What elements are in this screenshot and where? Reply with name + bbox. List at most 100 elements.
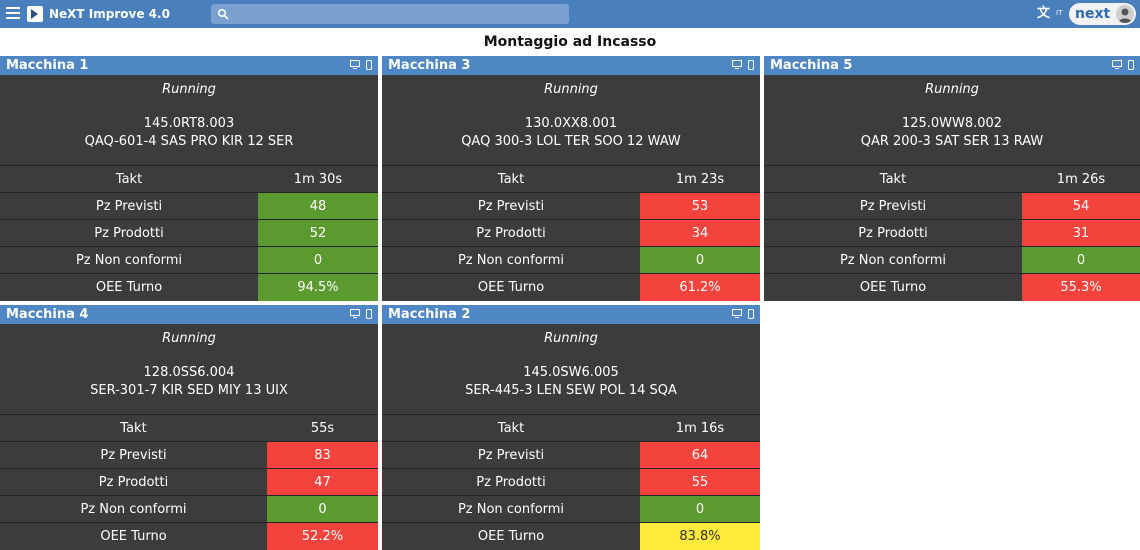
machine-code: 145.0SW6.005 — [523, 365, 619, 380]
search-icon — [217, 8, 229, 20]
monitor-icon[interactable] — [350, 309, 360, 318]
metric-label: OEE Turno — [95, 280, 163, 295]
metric-row: Takt 1m 30s — [0, 165, 378, 193]
metric-row: Pz Prodotti 52 — [0, 219, 378, 247]
search-input[interactable] — [211, 4, 569, 24]
metric-row: Takt 1m 23s — [382, 165, 760, 193]
menu-icon[interactable] — [6, 7, 20, 21]
metric-label: Pz Prodotti — [476, 226, 546, 241]
product-description: SER-301-7 KIR SED MIY 13 UIX — [90, 383, 288, 398]
machine-panel: Macchina 2 Running 145.0SW6.005 SER-445-3 L… — [382, 305, 760, 550]
metric-value: 55 — [640, 469, 760, 496]
metric-row: Pz Non conformi 0 — [382, 495, 760, 523]
metric-value: 47 — [267, 469, 378, 496]
machine-panel: Macchina 3 Running 130.0XX8.001 QAQ 300-3 L… — [382, 56, 760, 301]
metric-label: Pz Previsti — [100, 448, 167, 463]
metric-row: OEE Turno 61.2% — [382, 273, 760, 301]
product-description: QAQ-601-4 SAS PRO KIR 12 SER — [84, 134, 294, 149]
metric-value: 52 — [258, 220, 378, 247]
machine-panel: Macchina 1 Running 145.0RT8.003 QAQ-601-4 S… — [0, 56, 378, 301]
metric-value: 31 — [1022, 220, 1140, 247]
machine-product-info: 145.0RT8.003 QAQ-601-4 SAS PRO KIR 12 SER — [0, 105, 378, 163]
machine-code: 130.0XX8.001 — [524, 116, 618, 131]
metric-row: Takt 1m 26s — [764, 165, 1140, 193]
app-title: NeXT Improve 4.0 — [49, 7, 170, 21]
metric-label: Pz Previsti — [95, 199, 163, 214]
metric-row: OEE Turno 94.5% — [0, 273, 378, 301]
metric-value: 48 — [258, 193, 378, 220]
machine-name: Macchina 2 — [388, 307, 471, 322]
metric-value: 34 — [640, 220, 760, 247]
page-title: Montaggio ad Incasso — [483, 34, 657, 50]
metric-row: Pz Non conformi 0 — [0, 495, 378, 523]
user-menu-button[interactable]: next — [1069, 3, 1136, 25]
metric-value: 55.3% — [1022, 274, 1140, 301]
app-logo-icon — [27, 6, 43, 22]
machine-name: Macchina 5 — [770, 58, 853, 73]
machine-product-info: 145.0SW6.005 SER-445-3 LEN SEW POL 14 SQA — [382, 354, 760, 412]
metric-value: 94.5% — [258, 274, 378, 301]
machine-status: Running — [544, 82, 598, 97]
metric-row: Pz Prodotti 31 — [764, 219, 1140, 247]
metric-row: Takt 1m 16s — [382, 414, 760, 442]
metric-label: Pz Non conformi — [75, 253, 183, 268]
machine-panel-header: Macchina 1 — [0, 56, 378, 75]
translate-icon[interactable]: 文 — [1037, 6, 1051, 21]
machine-name: Macchina 4 — [6, 307, 89, 322]
metric-value: 1m 26s — [1056, 172, 1106, 187]
metric-value: 54 — [1022, 193, 1140, 220]
machine-code: 128.0SS6.004 — [143, 365, 235, 380]
metric-label: Pz Previsti — [859, 199, 927, 214]
product-description: QAR 200-3 SAT SER 13 RAW — [860, 134, 1044, 149]
machine-panel: Macchina 4 Running 128.0SS6.004 SER-301-7 K… — [0, 305, 378, 550]
metric-label: OEE Turno — [477, 280, 545, 295]
mobile-icon[interactable] — [366, 60, 372, 70]
metric-label: Takt — [120, 421, 147, 436]
machine-panel-header: Macchina 3 — [382, 56, 760, 75]
machine-panel: Macchina 5 Running 125.0WW8.002 QAR 200-3 S… — [764, 56, 1140, 301]
metric-label: Pz Prodotti — [94, 226, 164, 241]
metric-label: Takt — [497, 172, 525, 187]
metric-row: Pz Prodotti 55 — [382, 468, 760, 496]
metric-label: Takt — [497, 421, 525, 436]
metric-row: Pz Prodotti 34 — [382, 219, 760, 247]
machine-name: Macchina 1 — [6, 58, 89, 73]
metric-label: Pz Non conformi — [457, 253, 565, 268]
machine-status: Running — [544, 331, 598, 346]
metric-row: Pz Previsti 53 — [382, 192, 760, 220]
metric-value: 0 — [258, 247, 378, 274]
metric-label: OEE Turno — [859, 280, 927, 295]
machine-product-info: 125.0WW8.002 QAR 200-3 SAT SER 13 RAW — [764, 105, 1140, 163]
metric-value: 61.2% — [640, 274, 760, 301]
metric-value: 1m 16s — [675, 421, 725, 436]
monitor-icon[interactable] — [1112, 60, 1122, 69]
machine-code: 145.0RT8.003 — [143, 116, 235, 131]
metric-label: OEE Turno — [477, 529, 545, 544]
machine-product-info: 128.0SS6.004 SER-301-7 KIR SED MIY 13 UIX — [0, 354, 378, 412]
metric-label: Pz Non conformi — [457, 502, 565, 517]
metric-row: Pz Non conformi 0 — [0, 246, 378, 274]
metric-value: 0 — [640, 247, 760, 274]
monitor-icon[interactable] — [350, 60, 360, 69]
metric-label: Pz Previsti — [477, 199, 545, 214]
metric-value: 53 — [640, 193, 760, 220]
metric-label: Takt — [879, 172, 907, 187]
mobile-icon[interactable] — [1128, 60, 1134, 70]
language-code: IT — [1056, 9, 1063, 17]
metric-value: 83.8% — [640, 523, 760, 550]
monitor-icon[interactable] — [732, 60, 742, 69]
machine-panel-header: Macchina 4 — [0, 305, 378, 324]
metric-value: 52.2% — [267, 523, 378, 550]
top-bar: NeXT Improve 4.0 文 IT next — [0, 0, 1140, 28]
metric-value: 1m 30s — [293, 172, 343, 187]
metric-label: Pz Prodotti — [476, 475, 546, 490]
mobile-icon[interactable] — [748, 60, 754, 70]
metric-value: 64 — [640, 442, 760, 469]
metric-row: OEE Turno 52.2% — [0, 522, 378, 550]
metric-row: Pz Previsti 83 — [0, 441, 378, 469]
mobile-icon[interactable] — [748, 309, 754, 319]
monitor-icon[interactable] — [732, 309, 742, 318]
avatar-icon — [1116, 5, 1134, 23]
metric-value: 0 — [640, 496, 760, 523]
mobile-icon[interactable] — [366, 309, 372, 319]
